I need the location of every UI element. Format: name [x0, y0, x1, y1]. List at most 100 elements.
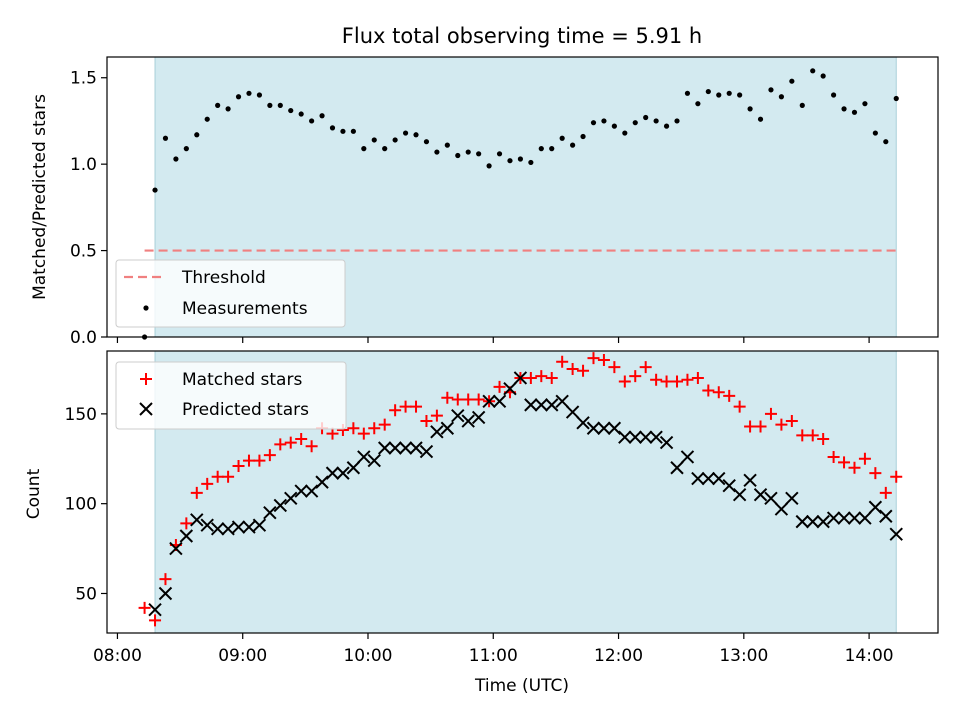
measurement-point — [194, 132, 200, 138]
measurement-point — [893, 95, 899, 102]
matched-star-point — [869, 467, 882, 480]
matched-star-point — [577, 364, 590, 377]
measurement-point — [820, 73, 826, 79]
measurement-point — [225, 106, 231, 112]
matched-star-point — [326, 427, 339, 440]
legend-predicted-label: Predicted stars — [182, 400, 309, 420]
measurement-point — [653, 118, 659, 124]
predicted-star-point — [889, 527, 903, 541]
predicted-star-point — [691, 471, 705, 486]
predicted-star-point — [732, 487, 747, 502]
matched-star-point — [232, 459, 245, 472]
measurement-point — [413, 132, 419, 138]
measurement-point — [663, 123, 670, 129]
x-tick-label: 12:00 — [594, 646, 643, 666]
matched-star-point — [493, 380, 506, 393]
matched-star-point — [671, 375, 684, 388]
predicted-star-point — [555, 394, 569, 409]
matched-star-point — [597, 353, 610, 366]
top-y-tick-label: 1.5 — [70, 69, 97, 89]
chart-title: Flux total observing time = 5.91 h — [342, 24, 702, 48]
measurement-point — [622, 130, 628, 136]
matched-star-point — [712, 386, 725, 399]
predicted-star-point — [534, 398, 548, 412]
predicted-star-point — [524, 398, 538, 412]
measurement-point — [298, 111, 304, 117]
predicted-star-point — [284, 491, 298, 505]
matched-star-point — [138, 601, 151, 614]
predicted-stars-series — [148, 371, 903, 617]
measurement-point — [496, 151, 503, 157]
matched-star-point — [838, 456, 851, 469]
measurement-point — [507, 158, 513, 164]
predicted-star-point — [576, 416, 590, 430]
predicted-star-point — [670, 461, 684, 475]
predicted-star-point — [785, 491, 799, 505]
measurement-point — [319, 113, 325, 119]
top-panel: 0.0 0.5 1.0 1.5 Matched/Predicted stars Thr… — [30, 56, 939, 348]
measurement-point — [872, 130, 878, 136]
predicted-star-point — [419, 444, 434, 459]
predicted-star-point — [753, 487, 768, 502]
legend-threshold-label: Threshold — [181, 268, 266, 288]
legend-measurements-swatch — [143, 305, 149, 311]
bottom-y-axis-label: Count — [24, 468, 44, 519]
predicted-star-point — [179, 529, 194, 543]
measurement-point — [549, 146, 555, 152]
top-legend-box — [115, 259, 346, 328]
predicted-star-point — [649, 430, 663, 444]
x-tick-label: 13:00 — [719, 646, 768, 666]
measurement-point — [486, 163, 492, 169]
predicted-star-point — [722, 479, 736, 493]
predicted-star-point — [294, 484, 308, 498]
bottom-axes-frame — [106, 350, 939, 634]
measurement-point — [851, 109, 858, 115]
matched-star-point — [378, 418, 391, 431]
measurement-point — [831, 92, 837, 98]
matched-star-point — [639, 361, 652, 374]
matched-star-point — [524, 371, 537, 384]
matched-star-point — [242, 454, 255, 467]
matched-star-point — [535, 370, 548, 383]
measurement-point — [152, 187, 158, 193]
predicted-star-point — [701, 471, 716, 486]
top-y-ticks: 0.0 0.5 1.0 1.5 — [70, 69, 107, 348]
predicted-star-point — [367, 453, 381, 468]
matched-star-point — [879, 486, 892, 499]
top-y-axis-label: Matched/Predicted stars — [30, 94, 50, 300]
measurement-point — [737, 92, 743, 98]
predicted-star-point — [304, 484, 319, 498]
predicted-star-point — [398, 441, 413, 455]
measurement-point — [340, 128, 346, 134]
measurement-point — [716, 92, 722, 98]
predicted-star-point — [263, 505, 277, 520]
bottom-panel: 50 100 150 08:00 09:00 10:00 11:00 12:00 13:00 1… — [24, 350, 939, 696]
predicted-star-point — [315, 475, 329, 489]
matched-star-point — [190, 486, 203, 499]
matched-star-point — [410, 400, 423, 413]
measurement-point — [465, 149, 471, 155]
measurement-point — [371, 137, 377, 143]
matched-star-point — [295, 433, 308, 446]
matched-star-point — [180, 517, 193, 530]
predicted-star-point — [451, 408, 465, 423]
measurement-point — [768, 87, 774, 93]
predicted-star-point — [158, 586, 173, 601]
measurement-point — [183, 146, 189, 152]
measurement-point — [277, 102, 283, 108]
measurement-point — [695, 101, 701, 107]
matched-star-point — [608, 361, 621, 374]
matched-star-point — [389, 404, 402, 417]
measurement-point — [883, 139, 889, 145]
predicted-star-point — [190, 513, 204, 527]
predicted-star-point — [826, 511, 841, 525]
matched-star-point — [764, 407, 777, 420]
matched-star-point — [754, 420, 767, 433]
bottom-y-ticks: 50 100 150 — [65, 405, 107, 604]
measurement-point — [601, 118, 607, 124]
predicted-star-point — [545, 398, 559, 412]
measurement-point — [810, 68, 816, 74]
measurement-point — [361, 146, 367, 152]
matched-star-point — [806, 429, 819, 442]
matched-star-point — [890, 470, 903, 483]
